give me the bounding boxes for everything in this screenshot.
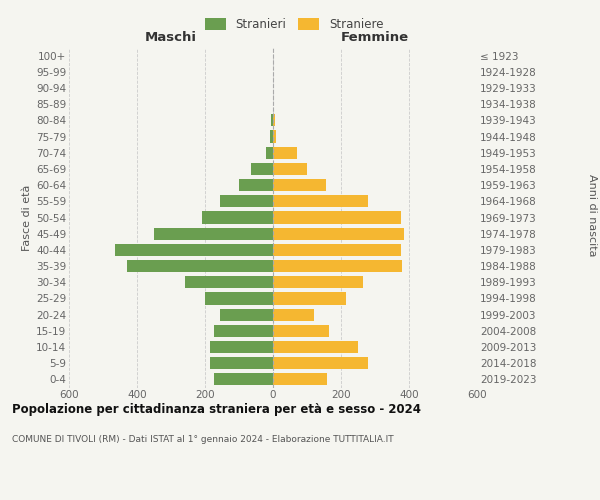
Bar — [266, 146, 273, 159]
Bar — [273, 163, 307, 175]
Bar — [154, 228, 273, 240]
Bar — [273, 195, 368, 207]
Bar — [273, 228, 404, 240]
Bar — [273, 146, 297, 159]
Bar — [220, 195, 273, 207]
Bar — [273, 292, 346, 304]
Bar — [205, 292, 273, 304]
Text: Femmine: Femmine — [341, 32, 409, 44]
Text: COMUNE DI TIVOLI (RM) - Dati ISTAT al 1° gennaio 2024 - Elaborazione TUTTITALIA.: COMUNE DI TIVOLI (RM) - Dati ISTAT al 1°… — [12, 435, 394, 444]
Bar — [271, 114, 273, 126]
Bar — [273, 341, 358, 353]
Y-axis label: Fasce di età: Fasce di età — [22, 184, 32, 250]
Bar — [220, 308, 273, 320]
Bar — [273, 357, 368, 370]
Bar — [239, 179, 273, 191]
Text: Popolazione per cittadinanza straniera per età e sesso - 2024: Popolazione per cittadinanza straniera p… — [12, 402, 421, 415]
Bar — [127, 260, 273, 272]
Bar — [185, 276, 273, 288]
Legend: Stranieri, Straniere: Stranieri, Straniere — [200, 14, 388, 36]
Bar — [273, 260, 402, 272]
Bar — [210, 357, 273, 370]
Text: Anni di nascita: Anni di nascita — [587, 174, 597, 256]
Bar — [115, 244, 273, 256]
Bar — [273, 212, 401, 224]
Bar — [273, 325, 329, 337]
Bar — [214, 325, 273, 337]
Bar — [273, 179, 326, 191]
Bar — [273, 308, 314, 320]
Bar — [273, 244, 401, 256]
Bar — [202, 212, 273, 224]
Bar — [270, 130, 273, 142]
Bar — [273, 276, 363, 288]
Bar — [210, 341, 273, 353]
Bar — [273, 130, 277, 142]
Text: Maschi: Maschi — [145, 32, 197, 44]
Bar — [251, 163, 273, 175]
Bar — [273, 374, 328, 386]
Bar — [273, 114, 275, 126]
Bar — [214, 374, 273, 386]
